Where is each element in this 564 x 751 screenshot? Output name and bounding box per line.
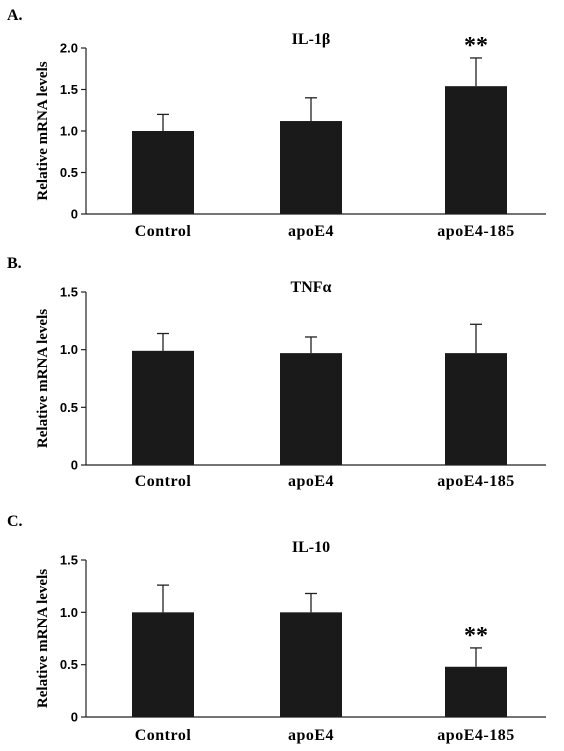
panel-letter: A.: [7, 7, 23, 24]
significance-marker: **: [464, 623, 488, 649]
y-tick-label: 0: [71, 458, 78, 473]
chart-title: IL-1β: [292, 31, 331, 48]
y-tick-label: 1.0: [60, 605, 78, 620]
y-tick-label: 0: [71, 207, 78, 222]
bar-chart-il10: C. IL-10 Relative mRNA levels 0 0.5 1.0 1.5 Con…: [7, 513, 546, 744]
x-category-label: Control: [135, 223, 192, 240]
bar: [280, 121, 342, 214]
y-tick-label: 1.5: [60, 82, 78, 97]
y-axis-label: Relative mRNA levels: [35, 569, 51, 708]
y-axis-label: Relative mRNA levels: [35, 309, 51, 448]
bar: [132, 131, 194, 214]
bar: [132, 612, 194, 717]
x-category-label: Control: [135, 473, 192, 490]
bar-chart-il1b: A. IL-1β Relative mRNA levels 0 0.5 1.0 1.5 2.0…: [7, 7, 546, 240]
y-tick-label: 0.5: [60, 657, 78, 672]
y-tick-label: 0.5: [60, 165, 78, 180]
significance-marker: **: [464, 33, 488, 59]
bar: [280, 353, 342, 465]
x-category-label: apoE4-185: [437, 223, 514, 240]
bar: [445, 353, 507, 465]
bar: [280, 612, 342, 717]
x-category-label: apoE4-185: [437, 473, 514, 490]
y-tick-label: 2.0: [60, 41, 78, 56]
x-category-label: apoE4: [288, 223, 334, 240]
y-tick-label: 1.0: [60, 342, 78, 357]
bar-chart-tnfa: B. TNFα Relative mRNA levels 0 0.5 1.0 1.5 Cont…: [7, 255, 546, 490]
chart-panel-c: C. IL-10 Relative mRNA levels 0 0.5 1.0 1.5 Con…: [0, 500, 564, 751]
chart-panel-a: A. IL-1β Relative mRNA levels 0 0.5 1.0 1.5 2.0…: [0, 0, 564, 245]
x-category-label: Control: [135, 727, 192, 744]
y-tick-label: 0.5: [60, 400, 78, 415]
bar: [132, 350, 194, 465]
panel-letter: B.: [7, 255, 22, 272]
bar: [445, 86, 507, 214]
y-tick-label: 1.5: [60, 285, 78, 300]
y-axis-label: Relative mRNA levels: [35, 61, 51, 200]
bar: [445, 666, 507, 717]
x-category-label: apoE4: [288, 727, 334, 744]
panel-letter: C.: [7, 513, 23, 530]
x-category-label: apoE4: [288, 473, 334, 490]
y-tick-label: 1.0: [60, 124, 78, 139]
y-tick-label: 0: [71, 710, 78, 725]
y-tick-label: 1.5: [60, 553, 78, 568]
x-category-label: apoE4-185: [437, 727, 514, 744]
chart-title: IL-10: [292, 539, 330, 556]
chart-panel-b: B. TNFα Relative mRNA levels 0 0.5 1.0 1.5 Cont…: [0, 248, 564, 498]
chart-title: TNFα: [291, 279, 332, 296]
